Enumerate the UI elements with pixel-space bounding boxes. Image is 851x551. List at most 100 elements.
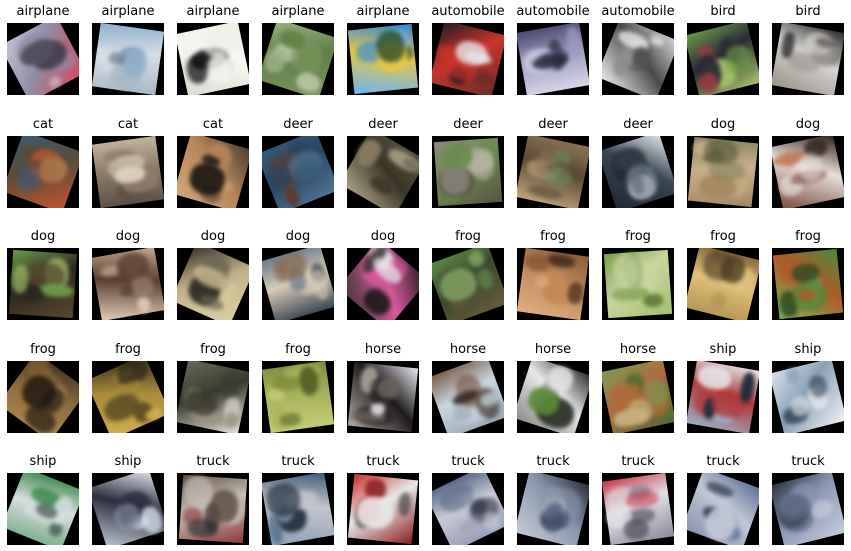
image-label: horse <box>364 342 402 357</box>
image-label: deer <box>368 117 398 132</box>
image-label: frog <box>710 229 736 244</box>
image-region <box>397 491 412 517</box>
image-region <box>695 363 733 392</box>
rotated-image <box>262 23 334 95</box>
grid-cell: horse <box>347 339 419 439</box>
image-label: truck <box>281 454 315 469</box>
rotated-image <box>687 473 759 545</box>
image-thumbnail <box>347 136 419 208</box>
image-thumbnail <box>177 136 249 208</box>
image-thumbnail <box>7 248 79 320</box>
image-thumbnail <box>262 23 334 95</box>
image-region <box>611 405 650 430</box>
grid-cell: dog <box>92 226 164 326</box>
rotated-image <box>517 361 589 433</box>
grid-cell: ship <box>687 339 759 439</box>
image-label: dog <box>200 229 226 244</box>
image-thumbnail <box>177 248 249 320</box>
image-thumbnail <box>602 361 674 433</box>
image-region <box>458 515 482 534</box>
grid-cell: frog <box>772 226 844 326</box>
image-label: truck <box>451 454 485 469</box>
image-thumbnail <box>432 136 504 208</box>
rotated-image <box>92 136 164 208</box>
image-thumbnail <box>347 23 419 95</box>
image-label: airplane <box>271 4 325 19</box>
grid-cell: frog <box>602 226 674 326</box>
image-label: dog <box>710 117 736 132</box>
grid-cell: dog <box>177 226 249 326</box>
image-label: cat <box>117 117 139 132</box>
image-label: airplane <box>186 4 240 19</box>
image-label: horse <box>619 342 657 357</box>
rotated-image <box>7 23 79 95</box>
grid-cell: frog <box>177 339 249 439</box>
image-region <box>294 70 323 95</box>
grid-cell: frog <box>517 226 589 326</box>
rotated-image <box>433 137 503 207</box>
image-thumbnail <box>432 361 504 433</box>
image-label: automobile <box>601 4 675 19</box>
grid-cell: cat <box>92 114 164 214</box>
grid-cell: deer <box>432 114 504 214</box>
image-label: ship <box>29 454 57 469</box>
grid-cell: airplane <box>92 1 164 101</box>
image-thumbnail <box>517 248 589 320</box>
grid-cell: airplane <box>7 1 79 101</box>
image-label: truck <box>366 454 400 469</box>
image-thumbnail <box>602 23 674 95</box>
rotated-image <box>347 473 419 545</box>
rotated-image <box>602 23 674 95</box>
image-label: truck <box>706 454 740 469</box>
grid-cell: truck <box>772 451 844 551</box>
grid-cell: truck <box>262 451 334 551</box>
image-thumbnail <box>177 473 249 545</box>
image-thumbnail <box>7 361 79 433</box>
rotated-image <box>602 136 674 208</box>
rotated-image <box>517 23 589 95</box>
grid-cell: deer <box>347 114 419 214</box>
image-thumbnail <box>687 136 759 208</box>
image-thumbnail <box>687 248 759 320</box>
image-label: dog <box>370 229 396 244</box>
grid-cell: truck <box>517 451 589 551</box>
grid-cell: frog <box>262 339 334 439</box>
grid-cell: automobile <box>601 1 675 101</box>
rotated-image <box>432 248 504 320</box>
image-label: automobile <box>431 4 505 19</box>
rotated-image <box>92 248 164 320</box>
rotated-image <box>7 473 79 545</box>
image-thumbnail <box>92 248 164 320</box>
grid-cell: dog <box>687 114 759 214</box>
image-region <box>648 33 666 49</box>
image-label: ship <box>114 454 142 469</box>
image-thumbnail <box>602 136 674 208</box>
image-thumbnail <box>7 136 79 208</box>
image-label: frog <box>200 342 226 357</box>
rotated-image <box>687 361 759 433</box>
image-thumbnail <box>687 473 759 545</box>
image-region <box>187 518 219 539</box>
image-thumbnail <box>432 473 504 545</box>
image-thumbnail <box>92 361 164 433</box>
rotated-image <box>517 248 589 320</box>
image-region <box>475 266 496 291</box>
grid-cell: frog <box>687 226 759 326</box>
rotated-image <box>92 23 164 95</box>
rotated-image <box>687 248 759 320</box>
image-label: airplane <box>16 4 70 19</box>
image-thumbnail <box>347 248 419 320</box>
rotated-image <box>177 248 249 320</box>
image-label: cat <box>202 117 224 132</box>
image-region <box>367 173 396 198</box>
grid-cell: cat <box>177 114 249 214</box>
rotated-image <box>8 249 78 319</box>
image-region <box>358 284 396 320</box>
image-label: bird <box>710 4 736 19</box>
image-label: truck <box>196 454 230 469</box>
grid-cell: dog <box>772 114 844 214</box>
image-thumbnail <box>177 23 249 95</box>
grid-cell: horse <box>517 339 589 439</box>
image-region <box>39 282 74 299</box>
